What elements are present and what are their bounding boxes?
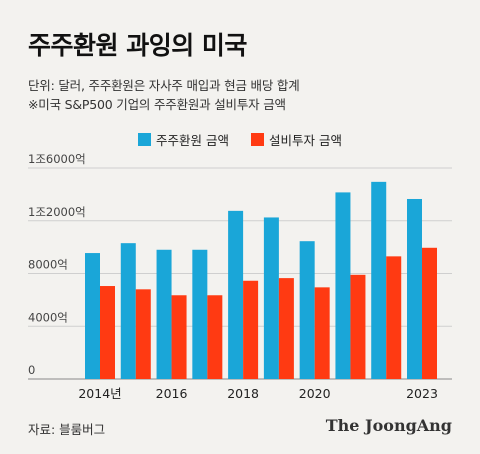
x-tick-label: 2014년 xyxy=(78,386,121,401)
bar-capex xyxy=(243,280,259,379)
legend-swatch-returns xyxy=(138,133,152,146)
y-tick-label: 0 xyxy=(28,363,35,377)
legend-label-returns: 주주환원 금액 xyxy=(156,133,229,148)
chart-title: 주주환원 과잉의 미국 xyxy=(28,31,247,60)
legend-swatch-capex xyxy=(251,133,264,146)
y-tick-label: 1조2000억 xyxy=(28,205,86,219)
legend-item-capex: 설비투자 금액 xyxy=(251,130,342,149)
source-note: 자료: 블룸버그 xyxy=(28,422,106,437)
bar-capex xyxy=(135,289,151,379)
bar-returns xyxy=(120,243,136,379)
bar-returns xyxy=(407,198,422,379)
bar-capex xyxy=(422,247,437,379)
bar-returns xyxy=(371,181,387,379)
y-tick-label: 1조6000억 xyxy=(28,152,86,166)
x-tick-label: 2018 xyxy=(227,386,259,401)
x-tick-label: 2020 xyxy=(299,386,331,401)
bar-returns xyxy=(299,241,315,379)
bar-capex xyxy=(278,278,294,379)
x-tick-label: 2023 xyxy=(406,386,438,401)
bar-returns xyxy=(335,192,351,379)
publisher-logo: The JoongAng xyxy=(325,416,452,435)
bar-capex xyxy=(350,274,366,379)
bar-returns xyxy=(192,249,208,379)
bar-returns xyxy=(156,249,172,379)
x-tick-label: 2016 xyxy=(156,386,188,401)
y-tick-label: 4000억 xyxy=(28,310,68,324)
y-tick-label: 8000억 xyxy=(28,258,68,272)
bar-capex xyxy=(314,287,330,379)
bar-capex xyxy=(100,286,115,379)
bar-capex xyxy=(171,295,187,379)
bar-capex xyxy=(386,256,402,379)
bar-returns xyxy=(85,253,100,379)
scope-note: ※미국 S&P500 기업의 주주환원과 설비투자 금액 xyxy=(28,97,286,112)
bar-returns xyxy=(263,217,279,379)
bar-returns xyxy=(228,210,244,379)
unit-note: 단위: 달러, 주주환원은 자사주 매입과 현금 배당 합계 xyxy=(28,78,300,93)
legend: 주주환원 금액 설비투자 금액 xyxy=(0,130,480,149)
legend-item-returns: 주주환원 금액 xyxy=(138,130,229,149)
bar-capex xyxy=(207,295,223,379)
legend-label-capex: 설비투자 금액 xyxy=(269,133,342,148)
